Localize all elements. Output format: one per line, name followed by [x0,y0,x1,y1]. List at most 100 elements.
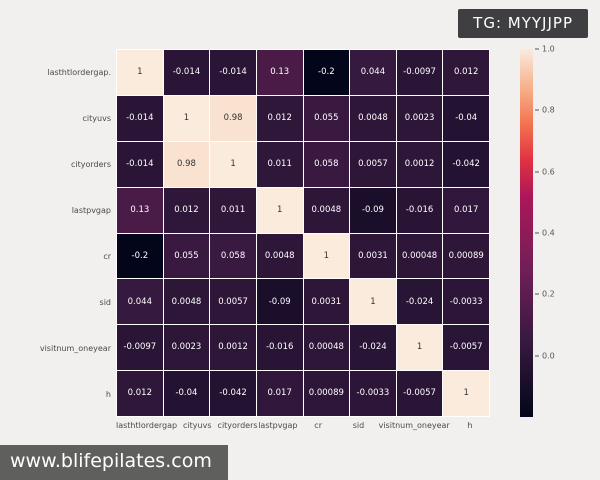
heatmap-cell: 0.012 [117,371,163,416]
heatmap-cell: 0.00089 [443,233,489,279]
heatmap-cell: 0.13 [117,187,163,233]
x-tick-label: h [467,421,473,430]
y-tick-label: cr [103,251,111,261]
heatmap-cell: 0.011 [210,187,256,233]
colorbar-tick-mark [535,355,539,357]
heatmap-cell: 0.00048 [303,325,350,371]
y-tick-label: lasthtlordergap. [47,67,111,77]
heatmap-cell: -0.042 [210,371,256,416]
heatmap-cell: 0.017 [256,371,303,416]
heatmap-cell: 0.044 [117,279,163,325]
colorbar-tick-label: 1.0 [535,45,555,54]
colorbar-tick-mark [535,171,539,173]
x-tick-label: lasthtlordergap [116,421,178,430]
heatmap-cell: -0.2 [303,50,350,95]
heatmap-cell: -0.0097 [117,325,163,371]
colorbar-tick-label: 0.0 [535,351,555,360]
y-axis-tick-labels: lasthtlordergap. cityuvs cityorders lastpvg… [0,49,111,417]
heatmap-cell: -0.014 [210,50,256,95]
heatmap-cell: -0.04 [163,371,210,416]
y-tick-label: lastpvgap [71,205,111,215]
y-tick-label: h [105,389,111,399]
heatmap-cell: -0.014 [117,141,163,187]
heatmap-cell: 0.017 [443,187,489,233]
colorbar-tick-labels: 1.0 0.8 0.6 0.4 0.2 0.0 [535,45,580,417]
heatmap-cell: -0.014 [163,50,210,95]
heatmap-cell: -0.0057 [443,325,489,371]
heatmap-cell: 0.0048 [303,187,350,233]
heatmap-cell: 0.012 [256,95,303,141]
heatmap-cell: 0.055 [163,233,210,279]
heatmap-cell: 0.055 [303,95,350,141]
tag-badge: TG: MYYJJPP [458,9,588,38]
y-tick-label: sid [99,297,111,307]
heatmap-cell: 1 [256,187,303,233]
heatmap-cell: 1 [117,50,163,95]
heatmap-cell: 1 [443,371,489,416]
colorbar-tick-mark [535,232,539,234]
x-tick-label: cityorders [217,421,258,430]
heatmap-cell: -0.09 [350,187,396,233]
heatmap-cell: -0.09 [256,279,303,325]
heatmap-cell: 1 [303,233,350,279]
x-tick-label: lastpvgap [258,421,298,430]
heatmap-cell: -0.0057 [396,371,443,416]
heatmap-cell: 0.0031 [303,279,350,325]
colorbar [520,49,533,417]
heatmap-cell: 0.044 [350,50,396,95]
heatmap-cell: -0.016 [396,187,443,233]
heatmap-cell: 0.012 [443,50,489,95]
heatmap-cell: 0.0048 [350,95,396,141]
heatmap-cell: 0.0031 [350,233,396,279]
heatmap-cell: 0.00048 [396,233,443,279]
heatmap-cell: -0.04 [443,95,489,141]
heatmap-cell: 0.012 [163,187,210,233]
heatmap-grid: 1 -0.014 -0.014 0.13 -0.2 0.044 -0.0097 0.012 -0… [116,49,490,417]
heatmap-cell: 0.0012 [396,141,443,187]
watermark: www.blifepilates.com [0,445,228,480]
x-tick-label: visitnum_oneyear [378,421,450,430]
heatmap-cell: 0.0048 [163,279,210,325]
heatmap-cell: 0.0023 [396,95,443,141]
x-tick-label: cityuvs [183,421,212,430]
heatmap-cell: 1 [350,279,396,325]
heatmap-cell: 0.058 [303,141,350,187]
colorbar-tick-label: 0.8 [535,106,555,115]
heatmap-cell: 1 [163,95,210,141]
colorbar-tick-mark [535,48,539,50]
heatmap-cell: -0.024 [350,325,396,371]
heatmap-cell: 0.13 [256,50,303,95]
colorbar-tick-mark [535,109,539,111]
heatmap-cell: -0.042 [443,141,489,187]
heatmap-cell: -0.2 [117,233,163,279]
heatmap-cell: -0.0033 [443,279,489,325]
x-tick-label: sid [352,421,365,430]
colorbar-tick-label: 0.6 [535,167,555,176]
x-axis-tick-labels: lasthtlordergap cityuvs cityorders lastpvga… [116,421,490,435]
heatmap-cell: 0.0023 [163,325,210,371]
colorbar-tick-label: 0.2 [535,290,555,299]
heatmap-cell: 0.0048 [256,233,303,279]
heatmap-cell: 0.98 [163,141,210,187]
heatmap-cell: -0.0097 [396,50,443,95]
y-tick-label: cityuvs [82,113,111,123]
heatmap-cell: 0.0057 [350,141,396,187]
heatmap-cell: 0.058 [210,233,256,279]
heatmap-cell: -0.0033 [350,371,396,416]
colorbar-tick-mark [535,293,539,295]
heatmap-cell: 0.00089 [303,371,350,416]
heatmap-cell: 0.98 [210,95,256,141]
heatmap-cell: -0.014 [117,95,163,141]
heatmap-cell: 1 [396,325,443,371]
heatmap-cell: -0.024 [396,279,443,325]
x-tick-label: cr [314,421,322,430]
heatmap-cell: -0.016 [256,325,303,371]
y-tick-label: cityorders [71,159,111,169]
heatmap-cell: 1 [210,141,256,187]
y-tick-label: visitnum_oneyear [39,343,111,353]
heatmap-cell: 0.0057 [210,279,256,325]
heatmap-cell: 0.011 [256,141,303,187]
colorbar-tick-label: 0.4 [535,229,555,238]
heatmap-cell: 0.0012 [210,325,256,371]
